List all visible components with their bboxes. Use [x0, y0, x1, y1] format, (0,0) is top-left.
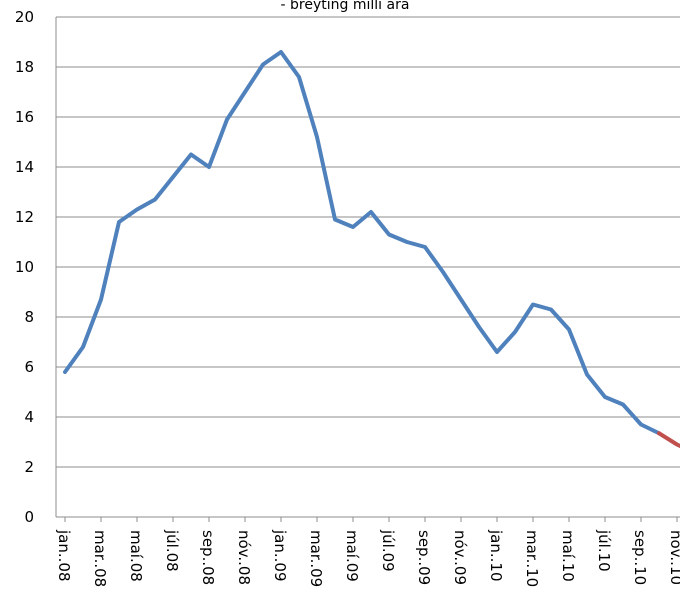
x-tick-label: júl.10 [595, 529, 613, 572]
y-tick-label: 6 [24, 358, 34, 376]
x-tick-label: nóv..10 [667, 530, 680, 585]
y-tick-label: 14 [15, 158, 34, 176]
y-tick-label: 2 [24, 458, 34, 476]
gridlines [56, 16, 680, 468]
x-tick-label: sep..09 [415, 530, 433, 585]
x-tick-label: maí.09 [343, 530, 361, 582]
x-tick-label: sep..08 [199, 530, 217, 585]
y-tick-label: 20 [15, 8, 34, 26]
x-tick-label: júl.08 [163, 529, 181, 572]
x-tick-label: jan..10 [487, 529, 505, 582]
x-tick-label: mar..08 [91, 530, 109, 587]
x-tick-label: nóv..08 [235, 530, 253, 585]
axes [55, 17, 680, 522]
series-line-red [657, 431, 680, 449]
y-tick-label: 12 [15, 208, 34, 226]
x-tick-label: nóv..09 [451, 530, 469, 585]
x-tick-label: júl.09 [379, 529, 397, 572]
y-tick-label: 18 [15, 58, 34, 76]
x-tick-label: mar..10 [523, 530, 541, 587]
x-tick-label: mar..09 [307, 530, 325, 587]
chart-title: - breyting milli ára [281, 0, 410, 13]
x-tick-label: sep..10 [631, 530, 649, 585]
y-tick-label: 0 [24, 508, 34, 526]
x-tick-label: jan..09 [271, 529, 289, 582]
y-tick-label: 8 [24, 308, 34, 326]
x-tick-label: maí.10 [559, 530, 577, 582]
y-tick-label: 10 [15, 258, 34, 276]
y-tick-label: 4 [24, 408, 34, 426]
x-tick-label: jan..08 [55, 529, 73, 582]
x-tick-label: maí.08 [127, 530, 145, 582]
y-tick-labels: 0 2 4 6 8 10 12 14 16 18 20 [15, 8, 34, 526]
series-line-blue [63, 50, 661, 436]
y-tick-label: 16 [15, 108, 34, 126]
x-tick-labels: jan..08 mar..08 maí.08 júl.08 sep..08 nóv..08… [55, 529, 680, 587]
series-lines [63, 50, 680, 449]
